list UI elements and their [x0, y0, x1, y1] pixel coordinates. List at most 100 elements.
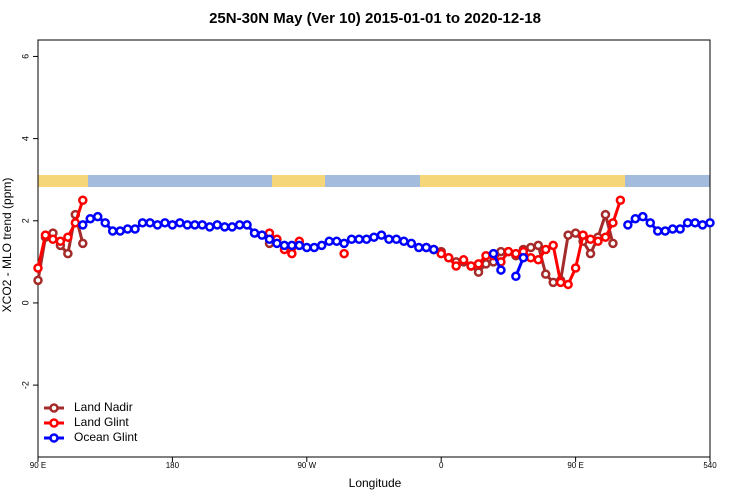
data-point — [227, 222, 237, 232]
data-point — [384, 234, 394, 245]
data-point — [563, 279, 573, 290]
data-point — [563, 230, 573, 240]
data-point — [540, 244, 551, 255]
data-point — [682, 218, 693, 228]
data-point — [376, 230, 387, 240]
data-point — [264, 234, 275, 245]
data-point — [481, 250, 491, 261]
data-point — [167, 220, 178, 230]
y-tick-label: 6 — [20, 54, 30, 59]
data-point — [294, 240, 305, 251]
data-point — [55, 236, 66, 247]
data-point — [503, 246, 514, 257]
data-point — [608, 238, 618, 249]
data-point — [78, 238, 88, 249]
data-point — [316, 240, 327, 251]
data-point — [675, 224, 685, 234]
data-point — [570, 228, 581, 238]
data-point — [48, 234, 58, 245]
data-point — [249, 228, 260, 238]
data-point — [70, 218, 81, 228]
data-point — [346, 234, 357, 245]
data-point — [279, 240, 290, 251]
data-point — [652, 226, 663, 236]
data-point — [458, 255, 469, 265]
data-point — [690, 218, 700, 228]
data-point — [137, 218, 148, 228]
data-point — [526, 242, 536, 253]
x-tick-label: 0 — [439, 461, 444, 470]
y-tick-label: 2 — [20, 218, 30, 223]
data-point — [257, 230, 267, 240]
data-point — [399, 236, 409, 247]
data-point — [145, 218, 155, 228]
data-point — [466, 261, 476, 271]
y-tick-label: 4 — [20, 136, 30, 141]
data-point — [33, 275, 43, 286]
data-point — [511, 248, 521, 259]
data-point — [242, 220, 252, 230]
data-point — [212, 220, 222, 230]
data-point — [302, 242, 312, 253]
x-tick-label: 540 — [703, 461, 717, 470]
data-point — [638, 211, 648, 222]
data-point — [272, 238, 282, 249]
data-point — [585, 248, 596, 259]
x-tick-label: 90 E — [30, 461, 46, 470]
data-point — [526, 252, 536, 263]
data-point — [287, 248, 297, 259]
x-tick-label: 90 E — [567, 461, 583, 470]
data-point — [533, 240, 544, 251]
data-point — [600, 209, 611, 220]
data-point — [570, 263, 581, 273]
data-point — [481, 259, 491, 269]
data-point — [473, 259, 484, 269]
land-band — [38, 175, 88, 187]
legend-swatch-marker — [49, 403, 59, 413]
data-point — [421, 242, 432, 253]
data-point — [287, 240, 297, 251]
x-tick-label: 90 W — [297, 461, 316, 470]
data-point — [443, 252, 454, 263]
data-point — [63, 232, 73, 242]
data-point — [473, 267, 484, 277]
data-point — [115, 226, 125, 236]
data-point — [436, 248, 446, 259]
data-point — [92, 211, 103, 222]
data-point — [414, 242, 424, 253]
y-axis-label: XCO2 - MLO trend (ppm) — [0, 178, 14, 313]
data-point — [488, 248, 499, 259]
data-point — [175, 218, 185, 228]
legend-swatch-marker — [49, 433, 59, 443]
data-point — [339, 238, 349, 249]
data-point — [660, 226, 670, 236]
y-tick-label: 0 — [20, 300, 30, 305]
data-point — [130, 224, 140, 234]
data-point — [100, 218, 110, 228]
legend-label: Land Glint — [74, 415, 129, 429]
data-point — [555, 277, 566, 288]
data-point — [600, 232, 611, 242]
data-point — [33, 263, 43, 273]
data-point — [391, 234, 402, 245]
data-point — [548, 240, 558, 251]
land-band — [420, 175, 625, 187]
data-point — [122, 224, 133, 234]
data-point — [361, 234, 372, 245]
data-point — [645, 218, 656, 228]
data-point — [190, 220, 200, 230]
data-point — [615, 195, 626, 205]
data-point — [451, 261, 461, 271]
chart-title: 25N-30N May (Ver 10) 2015-01-01 to 2020-… — [209, 10, 541, 27]
data-point — [197, 220, 208, 230]
data-point — [705, 218, 715, 228]
data-point — [593, 236, 603, 247]
data-point — [697, 220, 708, 230]
data-point — [324, 236, 334, 247]
legend-label: Land Nadir — [74, 400, 133, 414]
data-point — [63, 248, 73, 259]
y-tick-label: -2 — [20, 381, 30, 389]
data-point — [331, 236, 342, 247]
data-point — [182, 220, 193, 230]
